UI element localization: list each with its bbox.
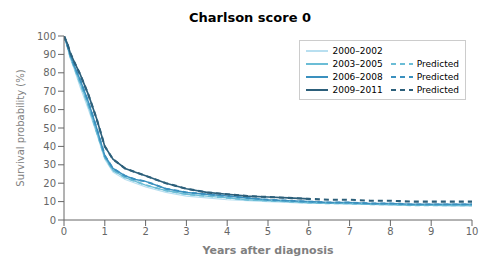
svg-text:100: 100 bbox=[37, 31, 56, 42]
svg-text:50: 50 bbox=[43, 123, 56, 134]
svg-text:1: 1 bbox=[102, 226, 108, 237]
html-text:Predicted: Predicted bbox=[416, 84, 459, 95]
svg-text:4: 4 bbox=[224, 226, 230, 237]
svg-text:30: 30 bbox=[43, 159, 56, 170]
svg-text:7: 7 bbox=[346, 226, 352, 237]
svg-text:10: 10 bbox=[466, 226, 479, 237]
html-text:Predicted: Predicted bbox=[416, 58, 459, 69]
svg-text:8: 8 bbox=[387, 226, 393, 237]
svg-text:0: 0 bbox=[50, 215, 56, 226]
svg-text:80: 80 bbox=[43, 67, 56, 78]
svg-text:9: 9 bbox=[428, 226, 434, 237]
svg-text:10: 10 bbox=[43, 196, 56, 207]
svg-text:Years after diagnosis: Years after diagnosis bbox=[201, 244, 333, 257]
svg-text:0: 0 bbox=[61, 226, 67, 237]
svg-text:40: 40 bbox=[43, 141, 56, 152]
html-text:Charlson score 0: Charlson score 0 bbox=[189, 10, 311, 25]
svg-text:5: 5 bbox=[265, 226, 271, 237]
svg-text:60: 60 bbox=[43, 104, 56, 115]
svg-text:20: 20 bbox=[43, 178, 56, 189]
html-text:2009–2011: 2009–2011 bbox=[332, 84, 383, 95]
html-text:2003–2005: 2003–2005 bbox=[332, 58, 383, 69]
svg-text:6: 6 bbox=[306, 226, 312, 237]
html-text:Predicted: Predicted bbox=[416, 71, 459, 82]
svg-text:3: 3 bbox=[183, 226, 189, 237]
svg-text:Survival probability (%): Survival probability (%) bbox=[15, 69, 26, 186]
svg-text:2: 2 bbox=[142, 226, 148, 237]
svg-text:90: 90 bbox=[43, 49, 56, 60]
svg-text:70: 70 bbox=[43, 86, 56, 97]
html-text:2006–2008: 2006–2008 bbox=[332, 71, 383, 82]
html-text:2000–2002: 2000–2002 bbox=[332, 45, 383, 56]
